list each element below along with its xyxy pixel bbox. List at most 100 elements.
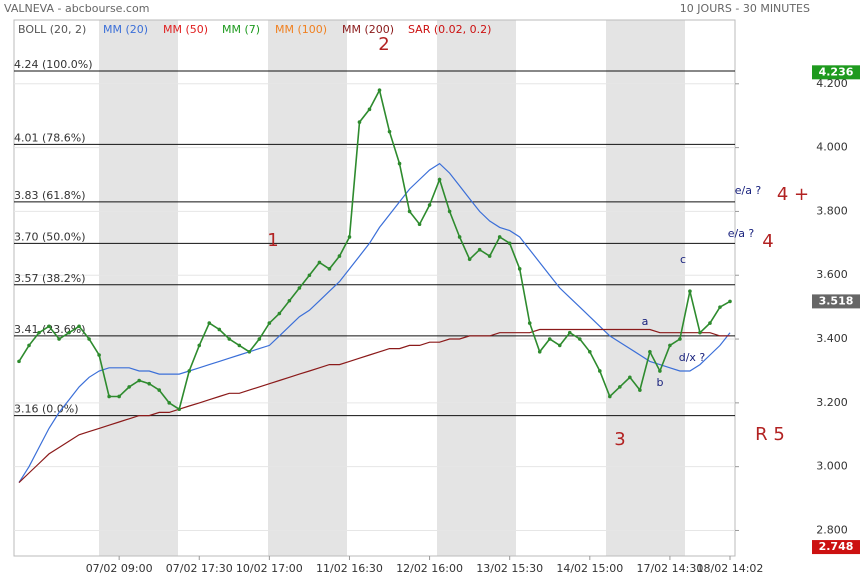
x-tick-label: 18/02 14:02 — [697, 562, 764, 575]
annotation: e/a ? — [728, 227, 755, 240]
price-point — [377, 88, 382, 92]
price-point — [497, 235, 502, 239]
legend-entry: MM (7) — [222, 23, 260, 36]
indicator-line — [18, 328, 730, 484]
shade — [268, 20, 347, 556]
price-point — [678, 337, 682, 341]
price-point — [137, 378, 141, 383]
price-tag-label: 2.748 — [819, 540, 854, 553]
shade — [99, 20, 178, 556]
price-point — [337, 254, 342, 258]
price-point — [598, 369, 602, 373]
price-point — [447, 209, 452, 214]
price-tag-label: 3.518 — [819, 294, 854, 307]
legend-entry: MM (100) — [275, 23, 327, 36]
price-point — [77, 324, 81, 329]
annotation: R 5 — [755, 424, 785, 445]
price-point — [287, 298, 292, 303]
legend-entry: MM (200) — [342, 23, 394, 36]
annotation: e/a ? — [735, 184, 762, 197]
price-point — [437, 177, 442, 182]
y-tick-label: 3.400 — [816, 332, 848, 345]
price-point — [317, 260, 322, 265]
indicator-line — [18, 162, 731, 483]
x-tick-label: 14/02 15:00 — [556, 562, 623, 575]
chart-title: VALNEVA - abcbourse.com — [4, 2, 149, 15]
price-point — [577, 337, 582, 341]
price-point — [427, 203, 432, 207]
annotation: d/x ? — [679, 351, 706, 364]
price-point — [417, 222, 422, 226]
x-tick-label: 10/02 17:00 — [236, 562, 303, 575]
price-point — [547, 337, 552, 341]
price-point — [467, 257, 472, 262]
price-point — [648, 350, 652, 354]
price-point — [187, 369, 192, 373]
price-point — [608, 394, 612, 399]
price-point — [237, 343, 242, 348]
y-tick-label: 3.800 — [816, 204, 848, 217]
annotation: 4 — [762, 231, 773, 252]
price-point — [718, 305, 722, 309]
price-point — [177, 407, 182, 412]
price-point — [487, 254, 492, 258]
price-point — [97, 353, 101, 357]
price-point — [47, 324, 51, 329]
price-point — [207, 321, 212, 325]
price-point — [27, 343, 31, 348]
price-point — [407, 209, 412, 214]
fib-label: 3.16 (0.0%) — [14, 403, 79, 416]
price-tag — [812, 65, 860, 80]
legend-entry: MM (20) — [103, 23, 148, 36]
y-tick-label: 3.000 — [816, 460, 848, 473]
price-point — [297, 286, 302, 290]
price-point — [227, 337, 232, 341]
price-point — [57, 337, 61, 341]
price-point — [628, 375, 632, 380]
annotation: a — [642, 315, 649, 328]
price-point — [387, 129, 392, 134]
price-point — [587, 350, 592, 354]
fib-label: 3.83 (61.8%) — [14, 189, 86, 202]
price-point — [537, 350, 542, 354]
fib-label: 4.01 (78.6%) — [14, 131, 86, 144]
price-point — [658, 369, 662, 373]
price-point — [147, 381, 151, 386]
price-point — [37, 330, 41, 335]
x-tick-label: 07/02 17:30 — [166, 562, 233, 575]
price-point — [117, 394, 121, 399]
y-tick-label: 3.200 — [816, 396, 848, 409]
legend-entry: SAR (0.02, 0.2) — [408, 23, 491, 36]
price-tag-label: 4.236 — [819, 65, 854, 78]
price-point — [668, 343, 672, 348]
price-point — [107, 394, 111, 399]
annotation: c — [680, 253, 686, 266]
y-tick-label: 4.200 — [816, 77, 848, 90]
price-point — [477, 247, 482, 252]
price-point — [567, 330, 572, 335]
price-point — [327, 267, 332, 271]
price-point — [557, 343, 562, 348]
price-point — [157, 388, 162, 392]
y-tick-label: 3.600 — [816, 268, 848, 281]
price-point — [457, 235, 462, 239]
x-tick-label: 13/02 15:30 — [476, 562, 543, 575]
x-tick-label: 07/02 09:00 — [86, 562, 153, 575]
price-point — [247, 350, 252, 354]
x-tick-label: 12/02 16:00 — [396, 562, 463, 575]
annotation: 4 + — [777, 184, 809, 205]
price-point — [267, 321, 272, 325]
price-point — [197, 343, 202, 348]
y-tick-label: 4.000 — [816, 141, 848, 154]
price-point — [367, 107, 372, 112]
fib-label: 4.24 (100.0%) — [14, 58, 93, 71]
price-point — [527, 321, 532, 325]
shade — [606, 20, 685, 556]
price-point — [618, 385, 622, 389]
legend-entry: MM (50) — [163, 23, 208, 36]
price-point — [67, 330, 71, 335]
price-point — [87, 337, 91, 341]
price-point — [257, 337, 262, 341]
price-point — [167, 401, 172, 405]
